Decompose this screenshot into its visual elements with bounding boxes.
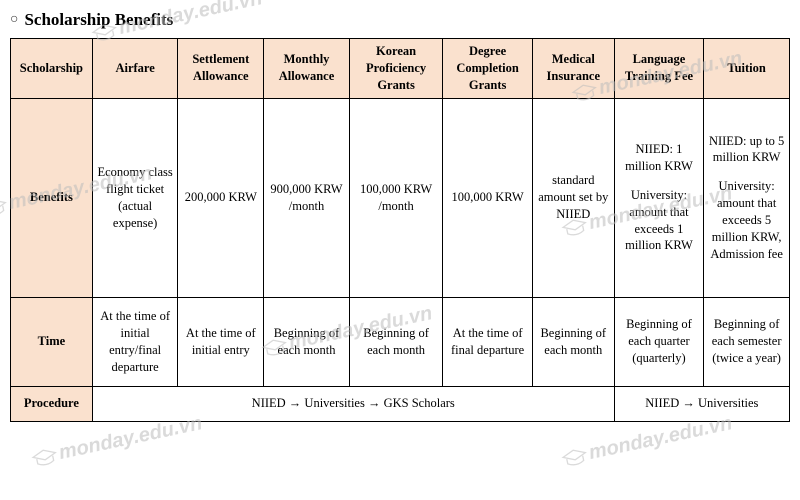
table-cell: standard amount set by NIIED <box>532 98 614 297</box>
table-cell: At the time of initial entry <box>178 297 264 386</box>
table-cell: Beginning of each semester (twice a year… <box>704 297 790 386</box>
col-header: Language Training Fee <box>614 39 704 99</box>
row-header: Procedure <box>11 386 93 421</box>
table-cell: Beginning of each month <box>264 297 350 386</box>
table-cell: NIIED: 1 million KRWUniversity: amount t… <box>614 98 704 297</box>
table-cell-merged: NIIED → Universities → GKS Scholars <box>92 386 614 421</box>
table-cell-merged: NIIED → Universities <box>614 386 789 421</box>
table-cell: NIIED: up to 5 million KRWUniversity: am… <box>704 98 790 297</box>
title-row: ○ Scholarship Benefits <box>10 10 790 30</box>
title-bullet: ○ <box>10 12 18 28</box>
benefits-row: BenefitsEconomy class flight ticket (act… <box>11 98 790 297</box>
col-header: Airfare <box>92 39 178 99</box>
table-cell: 100,000 KRW /month <box>349 98 442 297</box>
table-cell: Beginning of each month <box>349 297 442 386</box>
col-header: Medical Insurance <box>532 39 614 99</box>
row-header: Time <box>11 297 93 386</box>
row-header: Benefits <box>11 98 93 297</box>
table-cell: 200,000 KRW <box>178 98 264 297</box>
col-header: Scholarship <box>11 39 93 99</box>
time-row: TimeAt the time of initial entry/final d… <box>11 297 790 386</box>
col-header: Monthly Allowance <box>264 39 350 99</box>
procedure-row: ProcedureNIIED → Universities → GKS Scho… <box>11 386 790 421</box>
table-cell: At the time of final departure <box>443 297 533 386</box>
col-header: Settlement Allowance <box>178 39 264 99</box>
scholarship-table: ScholarshipAirfareSettlement AllowanceMo… <box>10 38 790 422</box>
table-cell: Beginning of each quarter (quarterly) <box>614 297 704 386</box>
col-header: Degree Completion Grants <box>443 39 533 99</box>
table-cell: Economy class flight ticket (actual expe… <box>92 98 178 297</box>
col-header: Tuition <box>704 39 790 99</box>
table-cell: Beginning of each month <box>532 297 614 386</box>
col-header: Korean Proficiency Grants <box>349 39 442 99</box>
table-cell: 100,000 KRW <box>443 98 533 297</box>
table-header-row: ScholarshipAirfareSettlement AllowanceMo… <box>11 39 790 99</box>
table-cell: 900,000 KRW /month <box>264 98 350 297</box>
table-cell: At the time of initial entry/final depar… <box>92 297 178 386</box>
page-title: Scholarship Benefits <box>24 10 173 30</box>
